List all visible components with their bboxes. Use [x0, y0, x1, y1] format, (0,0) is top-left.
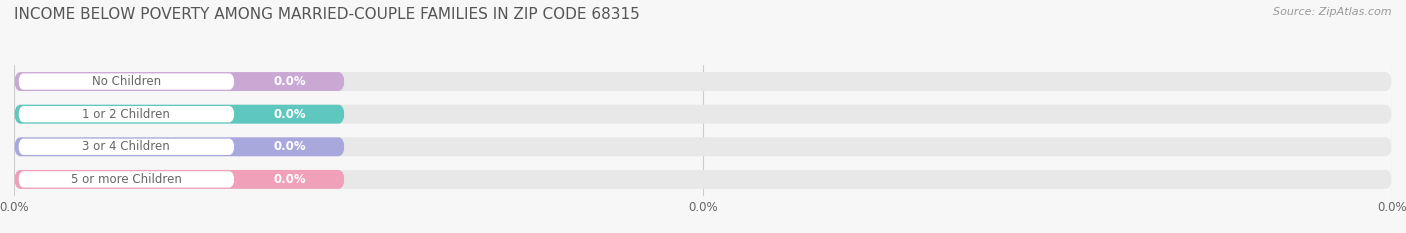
Text: 1 or 2 Children: 1 or 2 Children [83, 108, 170, 121]
Text: 0.0%: 0.0% [273, 75, 307, 88]
Text: No Children: No Children [91, 75, 160, 88]
FancyBboxPatch shape [18, 73, 235, 90]
FancyBboxPatch shape [14, 170, 1392, 189]
FancyBboxPatch shape [14, 105, 344, 124]
Text: 0.0%: 0.0% [273, 173, 307, 186]
FancyBboxPatch shape [14, 137, 344, 156]
FancyBboxPatch shape [14, 72, 1392, 91]
Text: 0.0%: 0.0% [273, 140, 307, 153]
FancyBboxPatch shape [14, 137, 1392, 156]
FancyBboxPatch shape [14, 105, 1392, 124]
FancyBboxPatch shape [14, 170, 344, 189]
FancyBboxPatch shape [18, 106, 235, 122]
FancyBboxPatch shape [18, 139, 235, 155]
Text: INCOME BELOW POVERTY AMONG MARRIED-COUPLE FAMILIES IN ZIP CODE 68315: INCOME BELOW POVERTY AMONG MARRIED-COUPL… [14, 7, 640, 22]
FancyBboxPatch shape [14, 72, 344, 91]
FancyBboxPatch shape [18, 171, 235, 188]
Text: 0.0%: 0.0% [273, 108, 307, 121]
Text: Source: ZipAtlas.com: Source: ZipAtlas.com [1274, 7, 1392, 17]
Text: 5 or more Children: 5 or more Children [70, 173, 181, 186]
Text: 3 or 4 Children: 3 or 4 Children [83, 140, 170, 153]
